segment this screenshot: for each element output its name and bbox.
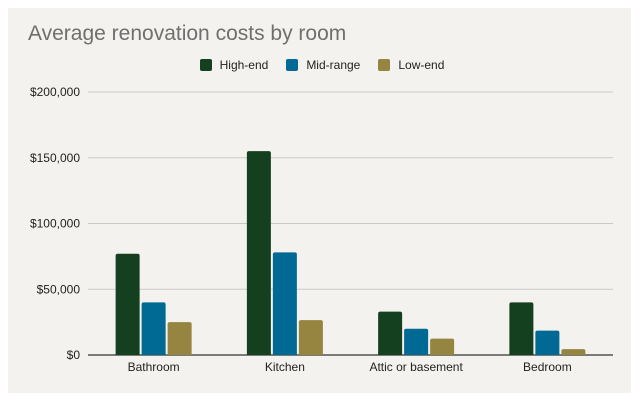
chart-legend: High-end Mid-range Low-end — [0, 58, 640, 72]
y-tick-label: $150,000 — [30, 151, 80, 165]
chart-title: Average renovation costs by room — [28, 22, 347, 45]
bar-low-end — [430, 338, 455, 355]
legend-label-low-end: Low-end — [398, 58, 445, 72]
bar-layer — [115, 151, 586, 355]
bar-high-end — [509, 302, 534, 355]
grid-layer — [88, 91, 613, 356]
bar-high-end — [378, 311, 403, 355]
bar-mid-range — [404, 328, 429, 355]
x-tick-label: Attic or basement — [369, 360, 463, 374]
y-tick-label: $200,000 — [30, 85, 80, 99]
bar-low-end — [167, 322, 192, 355]
x-tick-label: Bathroom — [128, 360, 180, 374]
bar-mid-range — [272, 252, 297, 355]
legend-item-high-end: High-end — [199, 58, 269, 72]
legend-swatch-mid-range — [286, 59, 299, 71]
legend-item-mid-range: Mid-range — [286, 58, 360, 72]
legend-label-mid-range: Mid-range — [306, 58, 361, 72]
bar-mid-range — [535, 330, 560, 355]
bar-low-end — [298, 320, 323, 355]
bar-high-end — [115, 253, 140, 355]
label-layer: $0 $50,000 $100,000 $150,000 $200,000 Bathroo… — [30, 85, 572, 374]
legend-swatch-low-end — [378, 59, 391, 71]
legend-label-high-end: High-end — [219, 58, 269, 72]
y-tick-label: $0 — [67, 348, 81, 362]
bar-low-end — [561, 349, 586, 355]
bar-high-end — [246, 151, 271, 355]
bar-mid-range — [141, 302, 166, 355]
y-tick-label: $50,000 — [37, 282, 81, 296]
y-tick-label: $100,000 — [30, 217, 80, 231]
x-tick-label: Kitchen — [265, 360, 305, 374]
legend-item-low-end: Low-end — [378, 58, 444, 72]
legend-swatch-high-end — [199, 59, 212, 71]
x-tick-label: Bedroom — [523, 360, 572, 374]
